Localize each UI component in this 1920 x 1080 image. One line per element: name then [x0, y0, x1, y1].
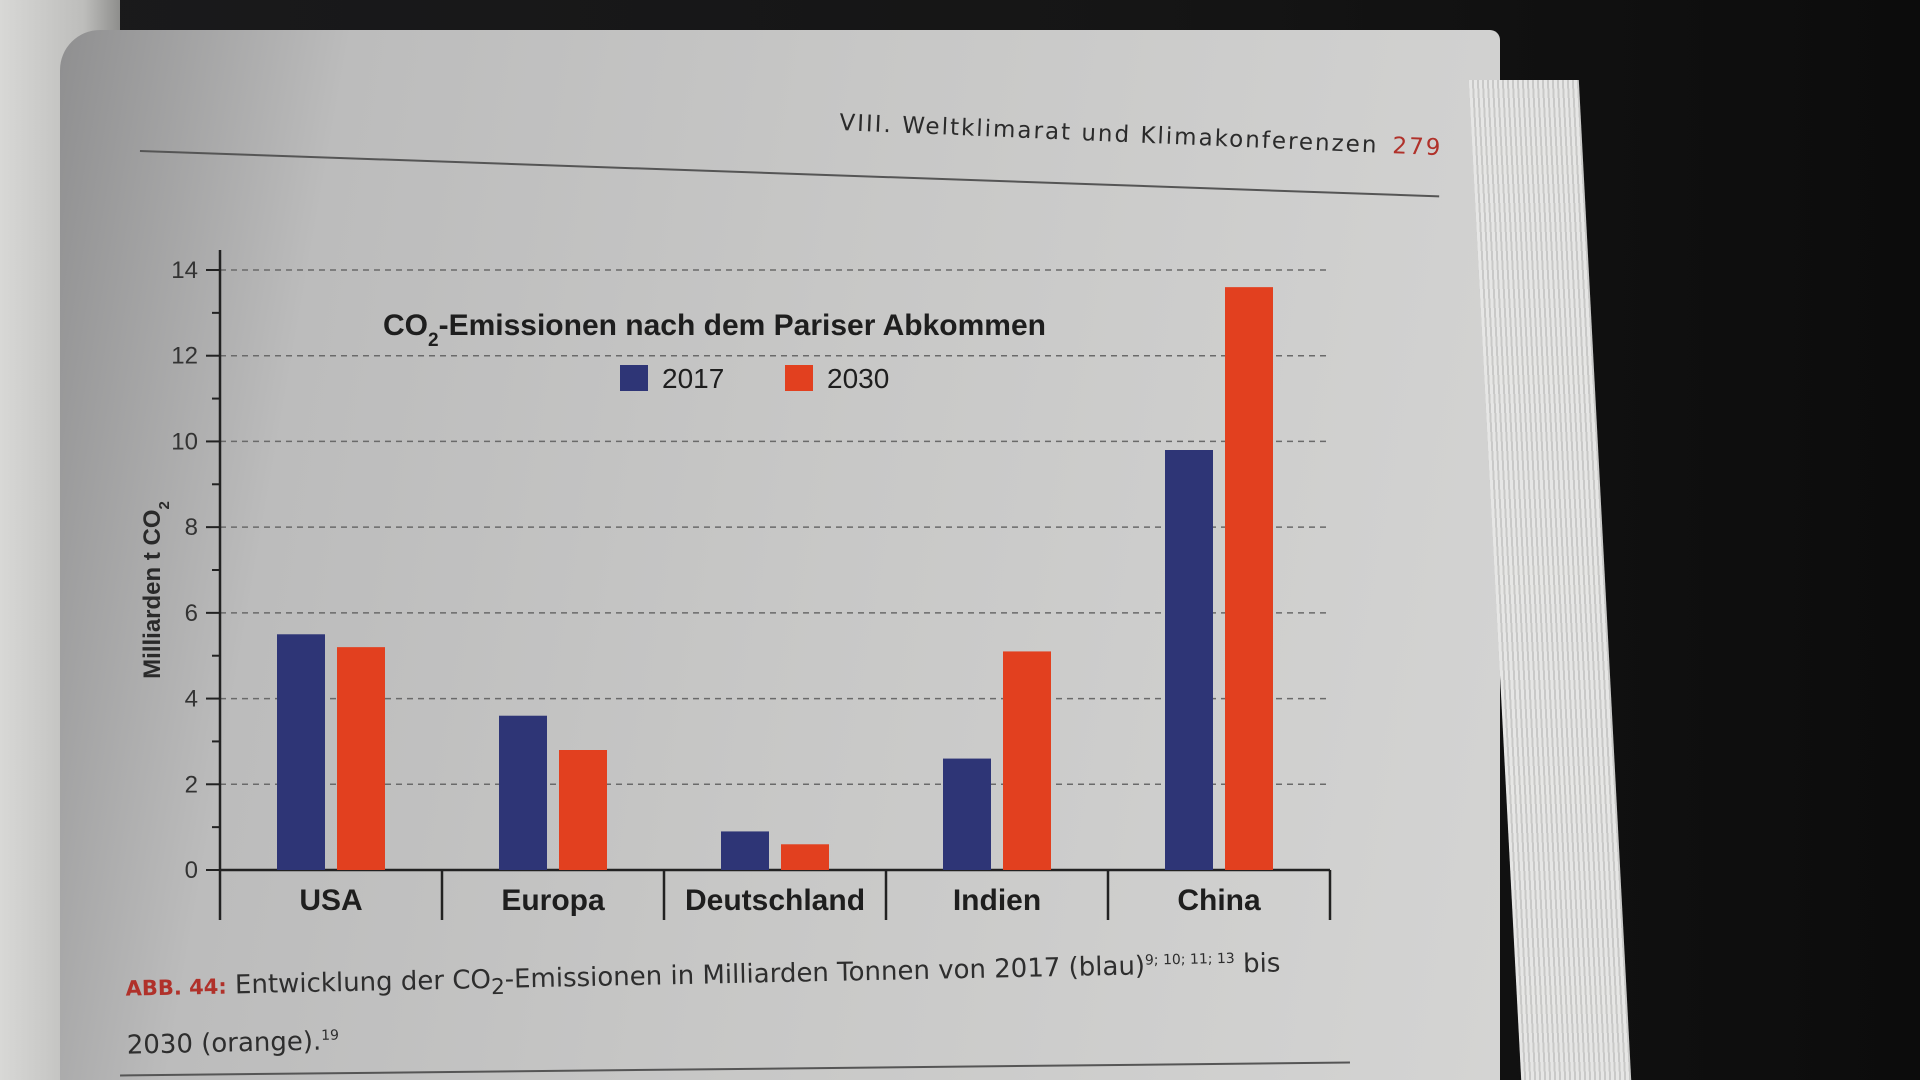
- legend-label-2030: 2030: [827, 363, 889, 394]
- y-tick-label: 10: [171, 428, 198, 455]
- y-tick-label: 4: [185, 686, 198, 713]
- chart-legend: 2017 2030: [620, 363, 889, 394]
- legend-swatch-2030: [785, 365, 813, 391]
- page-number: 279: [1391, 133, 1443, 162]
- axis-layer: [206, 250, 1332, 920]
- bar-layer: [277, 287, 1273, 871]
- y-tick-label: 8: [185, 514, 198, 541]
- y-tick-label: 14: [171, 257, 198, 284]
- caption-co2-sub: 2: [490, 974, 506, 1001]
- bar-europa-2030: [559, 750, 607, 870]
- bar-china-2017: [1165, 450, 1213, 870]
- grid-layer: [220, 269, 1330, 786]
- bar-china-2030: [1225, 287, 1273, 871]
- y-tick-label: 2: [185, 771, 198, 798]
- chart-title: CO2-Emissionen nach dem Pariser Abkommen: [383, 309, 1046, 351]
- y-tick-label: 0: [185, 857, 198, 884]
- caption-text-middle: -Emissionen in Milliarden Tonnen von 201…: [504, 951, 1146, 995]
- bar-indien-2030: [1003, 651, 1051, 870]
- bar-indien-2017: [943, 758, 991, 870]
- x-category-label: Deutschland: [685, 884, 865, 917]
- y-label-sub: 2: [156, 501, 173, 509]
- bar-usa-2030: [337, 647, 385, 870]
- bar-usa-2017: [277, 634, 325, 870]
- y-label-main: Milliarden t CO: [139, 509, 166, 678]
- y-tick-label: 12: [171, 343, 198, 370]
- y-axis-label: Milliarden t CO2: [139, 501, 173, 679]
- title-co: CO: [383, 309, 428, 342]
- caption-label: ABB. 44:: [125, 974, 228, 1001]
- x-category-label: Europa: [501, 884, 605, 917]
- caption-text-before: Entwicklung der CO: [226, 965, 492, 1001]
- legend-label-2017: 2017: [662, 363, 724, 394]
- title-co2-sub: 2: [428, 330, 439, 351]
- legend-swatch-2017: [620, 365, 648, 391]
- bar-deutschland-2017: [721, 831, 769, 870]
- x-category-label: China: [1177, 884, 1261, 917]
- co2-bar-chart: 0 2 4 6 8 10 12 14 USA Europa Deutschland Indien Chi…: [139, 250, 1332, 920]
- x-category-label: Indien: [953, 884, 1041, 917]
- label-layer: 0 2 4 6 8 10 12 14 USA Europa Deutschland Indien Chi…: [171, 257, 1261, 917]
- caption-refs-2030: 19: [320, 1027, 340, 1044]
- y-tick-label: 6: [185, 600, 198, 627]
- x-category-label: USA: [299, 884, 362, 917]
- title-rest: -Emissionen nach dem Pariser Abkommen: [439, 309, 1046, 342]
- bar-europa-2017: [499, 715, 547, 870]
- bar-deutschland-2030: [781, 844, 829, 870]
- caption-refs-2017: 9; 10; 11; 13: [1144, 950, 1235, 969]
